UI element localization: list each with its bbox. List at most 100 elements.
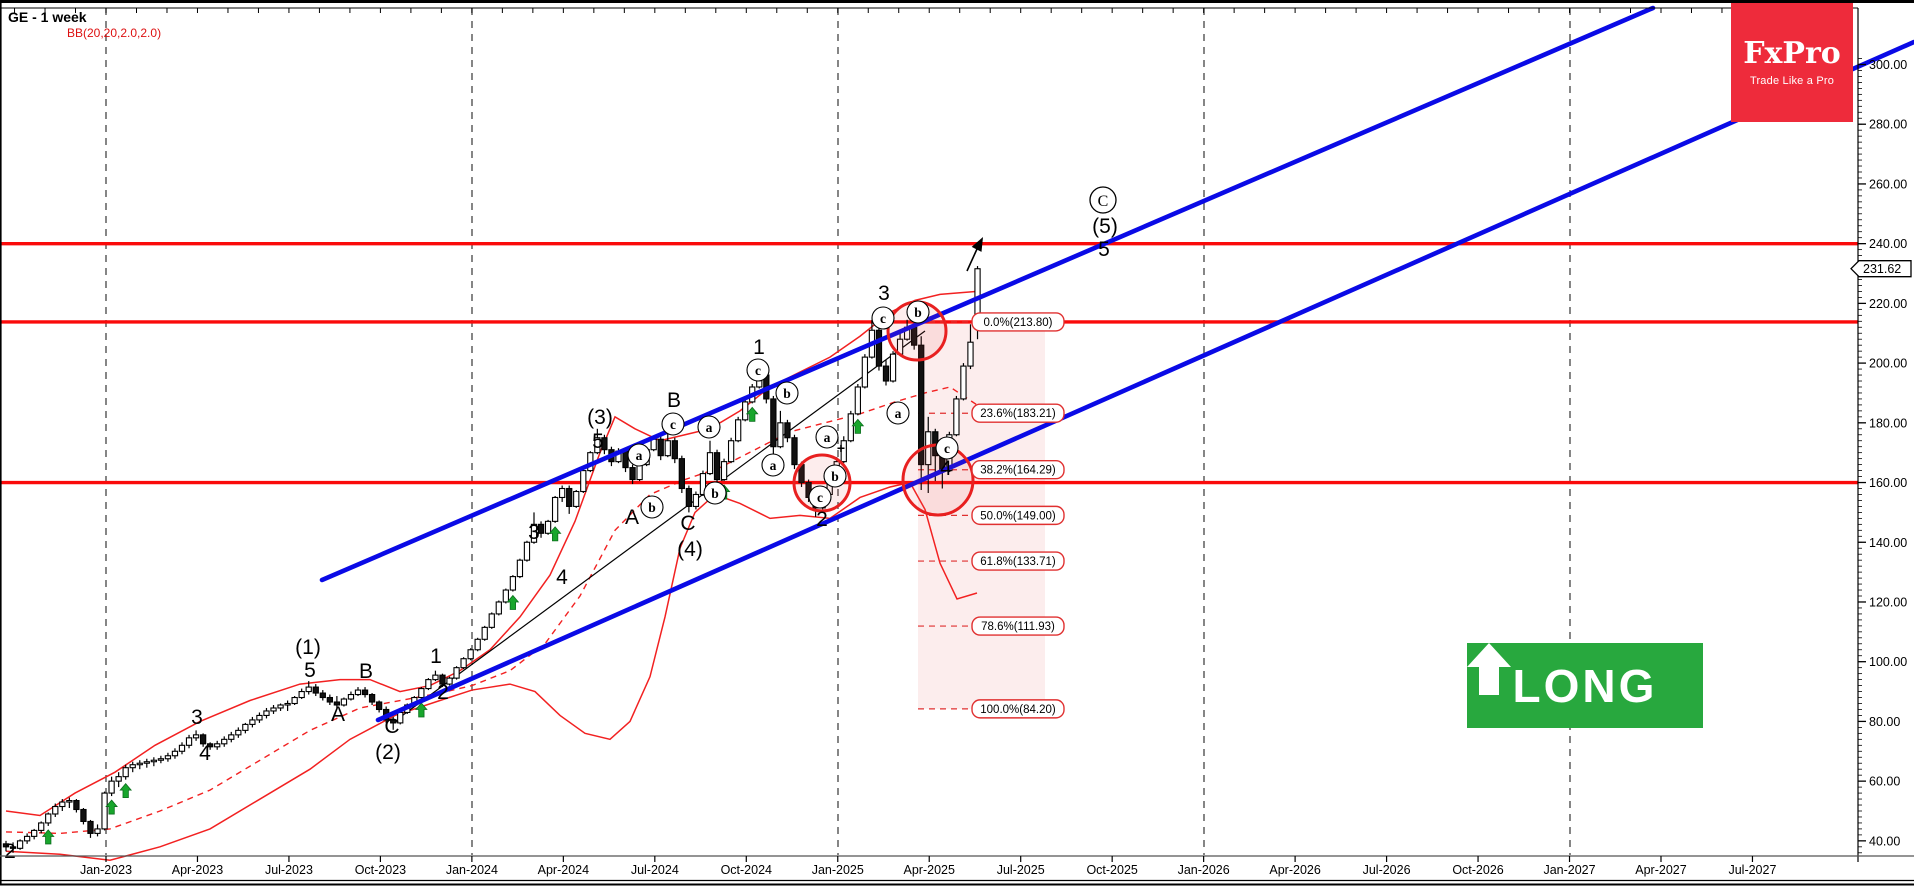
candle (80, 808, 87, 822)
wave-label: A (625, 506, 639, 529)
y-axis-tick-label: 200.00 (1869, 357, 1907, 371)
fib-label: 0.0%(213.80) (983, 317, 1052, 329)
candle (347, 693, 355, 700)
bollinger-settings-label: BB(20,20,2.0,2.0) (67, 26, 162, 40)
y-axis-tick-label: 80.00 (1869, 715, 1900, 729)
wave-label: 1 (430, 645, 442, 668)
x-axis-tick-label: Jan-2027 (1543, 863, 1595, 877)
y-axis-tick-label: 280.00 (1869, 118, 1907, 132)
candle (263, 710, 270, 716)
wave-label: 4 (940, 457, 952, 480)
wave-label: 2 (816, 508, 828, 531)
fib-label: 38.2%(164.29) (980, 465, 1056, 477)
buy-arrow-icon (851, 418, 865, 434)
candle (136, 762, 143, 766)
candle (882, 365, 890, 382)
x-axis-tick-label: Jul-2027 (1728, 863, 1776, 877)
candle (594, 437, 601, 454)
circled-wave-label: b (648, 500, 656, 515)
candle (249, 719, 256, 725)
candle (566, 487, 573, 507)
buy-arrow-icon (119, 783, 133, 799)
candle (713, 452, 721, 481)
buy-arrow-icon (414, 702, 428, 718)
wave-label: (2) (375, 741, 401, 764)
candle (228, 734, 235, 740)
circled-wave-label: b (914, 305, 922, 320)
y-axis-tick-label: 300.00 (1869, 58, 1907, 72)
candle (573, 490, 580, 507)
circled-wave-label: c (880, 311, 886, 326)
candle (664, 440, 671, 457)
wave-label: 5 (592, 430, 604, 453)
bollinger-bands (5, 290, 978, 862)
grand-circle-label: C (1098, 193, 1109, 210)
candle (453, 667, 460, 679)
current-price-value: 231.62 (1863, 262, 1901, 276)
candle (23, 835, 31, 842)
wave-label: 4 (199, 742, 211, 765)
candle (66, 799, 73, 803)
buy-arrow-icon (548, 526, 562, 542)
candle (291, 696, 298, 705)
candle (129, 764, 136, 769)
buy-arrow-icon (41, 829, 55, 845)
candle (671, 440, 678, 460)
long-signal-label: LONG (1512, 659, 1658, 712)
wave-label: 5 (1098, 238, 1110, 261)
candle (361, 689, 369, 696)
wave-label: 3 (878, 282, 890, 305)
fib-label: 100.0%(84.20) (980, 704, 1056, 716)
candle (580, 470, 587, 493)
x-axis-tick-label: Jan-2023 (80, 863, 132, 877)
wave-label: 2 (4, 840, 16, 863)
candle (678, 458, 685, 490)
candle (650, 438, 657, 451)
x-axis-tick-label: Apr-2025 (904, 863, 955, 877)
candle (157, 758, 165, 761)
candle (777, 422, 784, 448)
candle (727, 440, 735, 463)
buy-markers (41, 406, 865, 845)
fib-label: 23.6%(183.21) (980, 408, 1056, 420)
candle (523, 541, 531, 561)
candle (735, 419, 742, 442)
bb-middle-band (5, 386, 978, 835)
candle (277, 704, 284, 709)
candle (481, 626, 488, 640)
fxpro-brand-text: FxPro (1743, 35, 1841, 71)
candle (699, 473, 707, 496)
x-axis-tick-label: Oct-2025 (1086, 863, 1137, 877)
current-price-marker: 231.62 (1850, 260, 1912, 278)
fib-label: 61.8%(133.71) (980, 556, 1056, 568)
wave-label: B (667, 389, 681, 412)
x-axis-tick-label: Oct-2023 (355, 863, 406, 877)
long-signal-badge: LONG (1467, 643, 1703, 728)
trendline (398, 330, 926, 719)
candle (207, 743, 214, 748)
y-axis-tick-label: 260.00 (1869, 177, 1907, 191)
wave-label: 1 (753, 336, 765, 359)
wave-label: 3 (528, 521, 540, 544)
candle (840, 440, 847, 463)
candle (559, 487, 566, 499)
candle (178, 744, 186, 752)
y-axis-tick-label: 220.00 (1869, 297, 1907, 311)
candle (164, 755, 172, 760)
buy-arrow-icon (745, 406, 759, 422)
candle (368, 693, 376, 703)
candle (432, 674, 439, 681)
candle (516, 559, 524, 578)
candle (692, 493, 700, 507)
candle (143, 761, 150, 764)
y-axis-tick-label: 100.00 (1869, 655, 1907, 669)
x-axis-tick-label: Jan-2025 (812, 863, 864, 877)
candle (340, 698, 348, 706)
candle (918, 344, 925, 466)
candle (235, 729, 242, 736)
candle (9, 846, 17, 849)
wave-label: 5 (304, 659, 316, 682)
candle (214, 743, 221, 748)
candle (326, 696, 333, 703)
